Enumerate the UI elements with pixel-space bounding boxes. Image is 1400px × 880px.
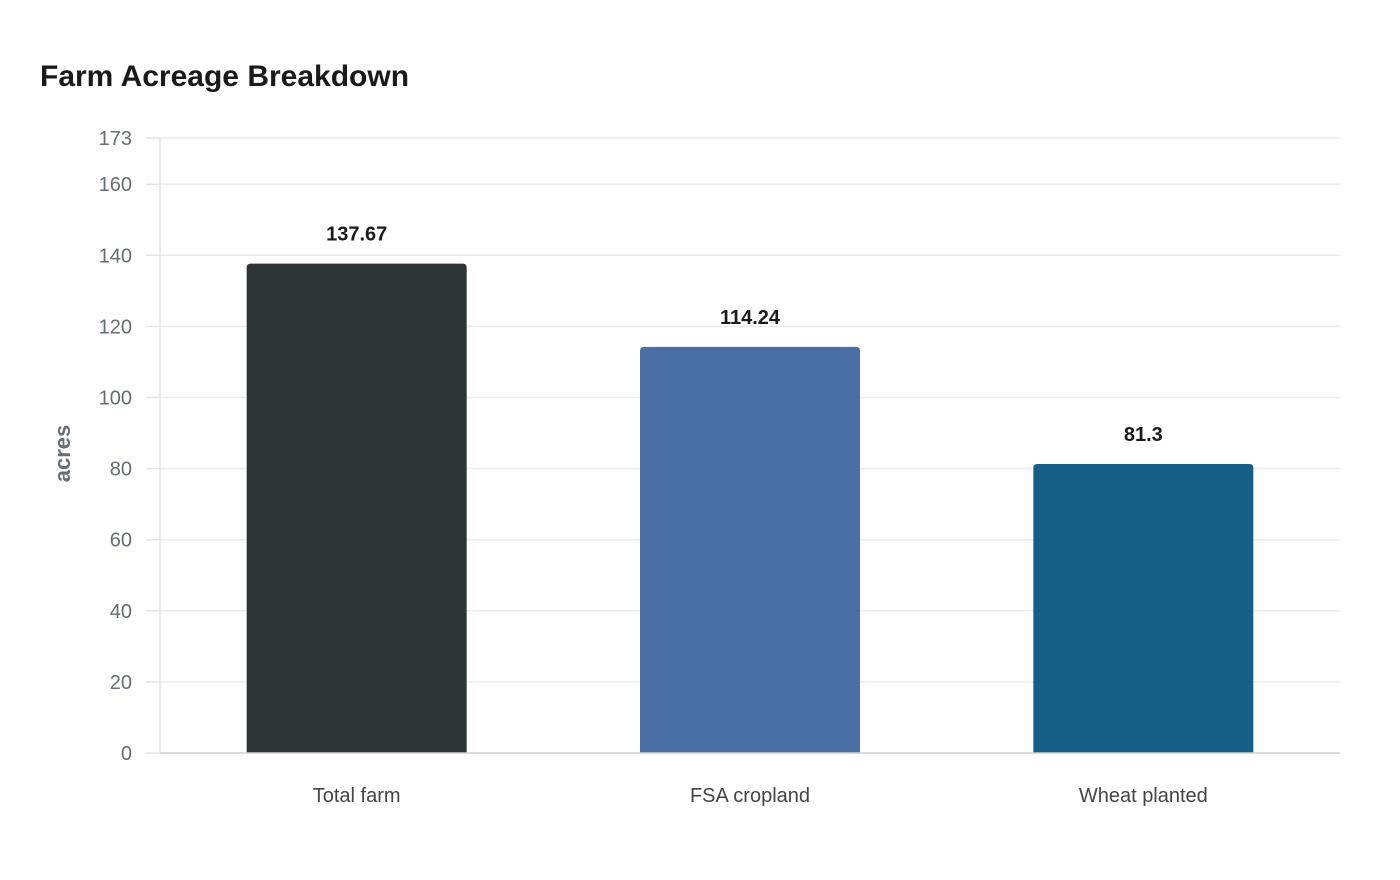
y-tick-label: 20 bbox=[110, 672, 132, 694]
chart-title: Farm Acreage Breakdown bbox=[40, 60, 410, 93]
y-tick-label: 40 bbox=[110, 601, 132, 623]
bar bbox=[640, 346, 860, 753]
data-label: 114.24 bbox=[720, 307, 781, 329]
y-tick-label: 120 bbox=[99, 316, 132, 338]
x-tick-label: Total farm bbox=[313, 785, 401, 807]
x-tick-label: Wheat planted bbox=[1079, 785, 1208, 807]
y-axis-label: acres bbox=[50, 425, 75, 483]
y-tick-label: 60 bbox=[110, 530, 132, 552]
data-label: 81.3 bbox=[1124, 424, 1163, 446]
y-tick-label: 0 bbox=[121, 743, 132, 765]
data-label: 137.67 bbox=[326, 224, 387, 246]
bar bbox=[1033, 463, 1254, 753]
y-tick-label: 173 bbox=[99, 128, 132, 150]
x-tick-label: FSA cropland bbox=[690, 785, 810, 807]
y-tick-label: 80 bbox=[110, 459, 132, 481]
bar bbox=[246, 263, 467, 753]
y-tick-label: 100 bbox=[99, 388, 132, 410]
y-tick-label: 140 bbox=[99, 245, 132, 267]
y-tick-label: 160 bbox=[99, 174, 132, 196]
